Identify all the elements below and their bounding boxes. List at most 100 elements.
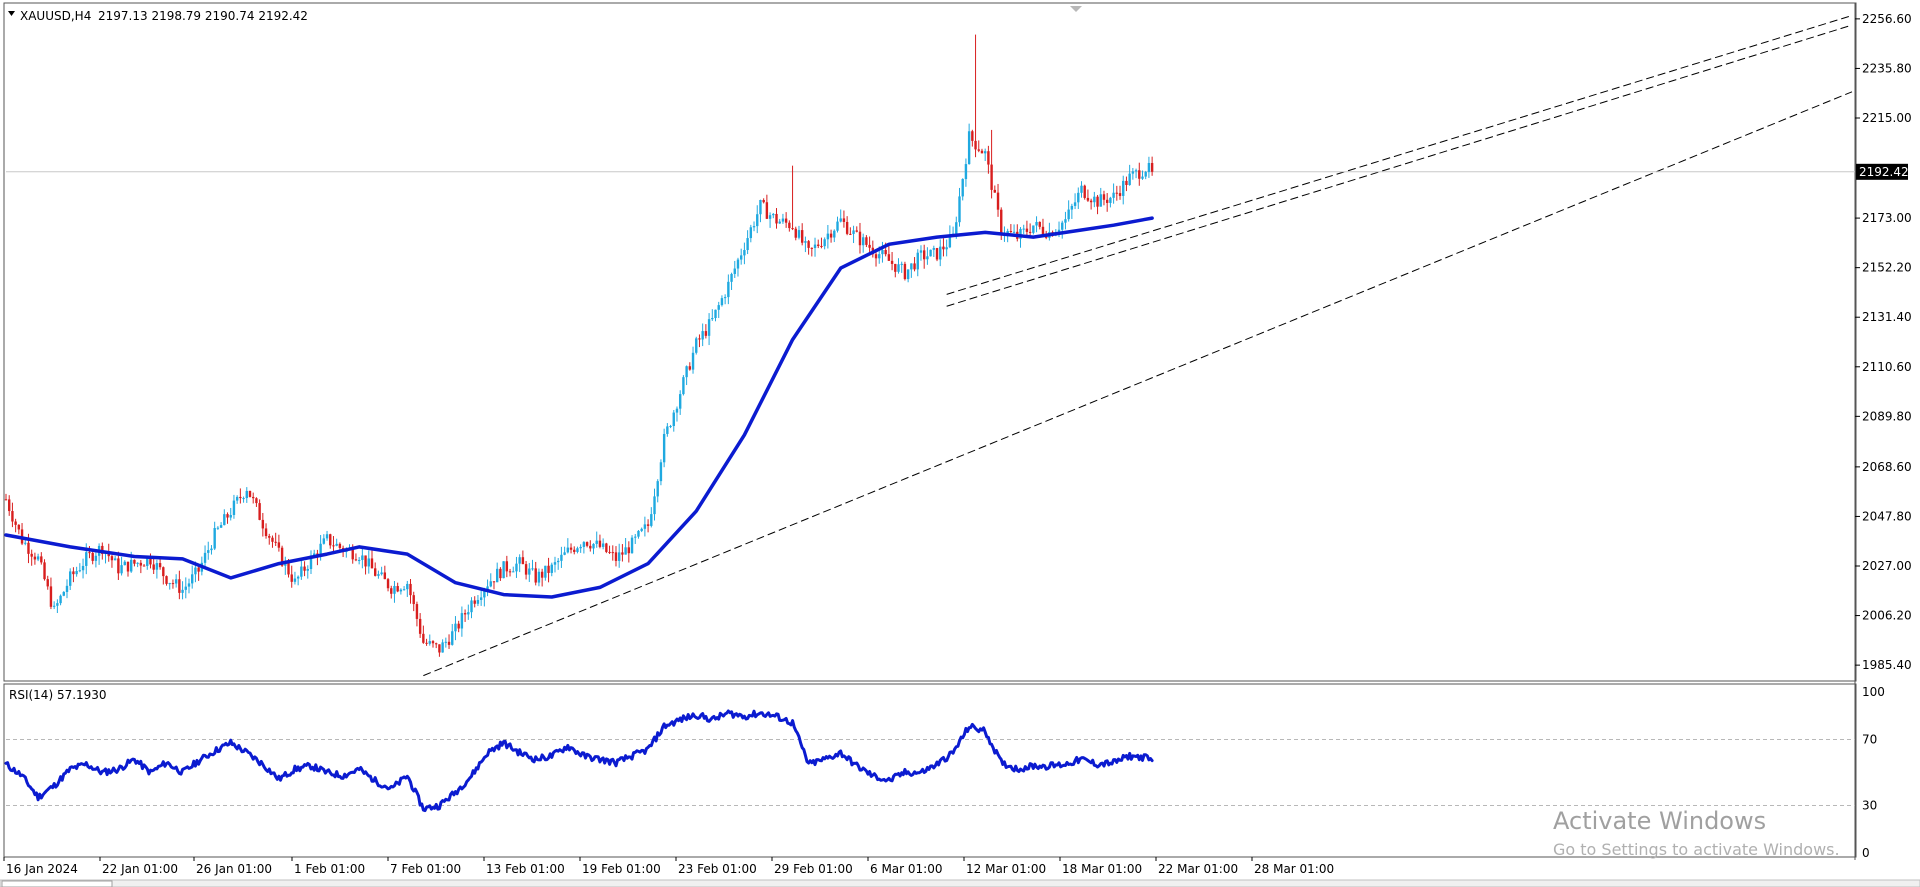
- trend-line[interactable]: [946, 24, 1853, 307]
- candle: [229, 507, 232, 521]
- candle: [402, 586, 406, 591]
- price-scale[interactable]: 2256.60 2235.80 2215.00 2173.00 2152.20 2131.…: [1855, 12, 1912, 672]
- candle: [264, 523, 268, 539]
- candle: [650, 507, 653, 528]
- candle: [582, 541, 586, 554]
- candle: [791, 165, 794, 231]
- candle: [675, 406, 679, 422]
- chart-shift-marker[interactable]: [1070, 6, 1082, 12]
- candle: [560, 546, 563, 568]
- candle: [765, 194, 769, 220]
- candle: [309, 550, 313, 575]
- candle: [197, 566, 200, 581]
- candle: [499, 567, 502, 581]
- candle: [566, 538, 570, 554]
- candle: [820, 237, 823, 249]
- candle: [906, 269, 910, 283]
- candle: [611, 545, 614, 561]
- candle: [534, 561, 537, 586]
- candle: [120, 556, 123, 576]
- candle: [232, 494, 236, 519]
- candle: [62, 591, 65, 597]
- candle: [833, 229, 836, 243]
- candle: [14, 518, 17, 533]
- candle: [958, 187, 961, 227]
- rsi-header: RSI(14) 57.1930: [9, 688, 107, 702]
- candle: [849, 227, 852, 236]
- candle: [804, 236, 807, 253]
- candle: [1089, 198, 1093, 210]
- candle: [422, 625, 425, 644]
- trend-line[interactable]: [423, 91, 1853, 677]
- candle: [518, 554, 521, 573]
- candle: [585, 541, 589, 548]
- candle: [428, 634, 431, 646]
- trend-line[interactable]: [946, 15, 1853, 295]
- candle: [627, 541, 631, 563]
- candle: [364, 555, 367, 575]
- candle: [1109, 196, 1112, 208]
- candle: [168, 582, 171, 590]
- candle: [1028, 223, 1032, 236]
- candle: [1038, 221, 1041, 230]
- candle: [717, 301, 720, 318]
- rsi-scale: 100 70 30 0: [1862, 685, 1885, 860]
- candle: [383, 565, 387, 580]
- rsi-tick-label: 100: [1862, 685, 1885, 699]
- time-scale[interactable]: 16 Jan 2024 22 Jan 01:00 26 Jan 01:00 1 Feb…: [3, 857, 1334, 876]
- candle: [1138, 162, 1141, 186]
- price-tick-label: 2110.60: [1862, 360, 1912, 374]
- candle: [1141, 170, 1144, 180]
- candle: [463, 609, 467, 622]
- candle: [451, 623, 454, 646]
- activate-windows-subtitle: Go to Settings to activate Windows.: [1553, 840, 1840, 859]
- candle: [78, 563, 82, 573]
- candle: [540, 568, 544, 587]
- candle: [40, 552, 43, 565]
- candle: [441, 639, 444, 653]
- candle: [255, 497, 258, 507]
- candle: [123, 560, 126, 566]
- candle: [515, 556, 518, 578]
- candle: [213, 521, 216, 551]
- rsi-tick-label: 30: [1862, 799, 1877, 813]
- candle: [191, 565, 194, 589]
- price-tick-label: 2256.60: [1862, 12, 1912, 26]
- trend-lines[interactable]: [423, 15, 1853, 677]
- candle: [1134, 168, 1138, 179]
- candle: [72, 567, 75, 583]
- candle: [56, 599, 59, 614]
- candle: [11, 502, 14, 528]
- dropdown-triangle-icon[interactable]: [8, 11, 15, 16]
- candle: [595, 531, 598, 548]
- candle: [971, 129, 974, 147]
- price-tick-label: 2173.00: [1862, 211, 1912, 225]
- price-tick-label: 1985.40: [1862, 658, 1912, 672]
- bottom-tab[interactable]: [1, 880, 113, 887]
- candle: [942, 238, 945, 257]
- candle: [723, 294, 727, 305]
- candle: [967, 123, 971, 165]
- main-chart-frame[interactable]: [3, 2, 1857, 682]
- candle: [81, 558, 85, 579]
- candle: [1061, 220, 1064, 239]
- candle: [300, 560, 303, 580]
- candle: [512, 566, 515, 573]
- candle: [842, 210, 846, 228]
- candle: [1112, 183, 1115, 204]
- candle: [1080, 181, 1083, 198]
- candle: [470, 597, 473, 619]
- candle: [939, 239, 942, 267]
- candle: [576, 546, 579, 554]
- candle: [768, 212, 772, 228]
- candle: [662, 428, 666, 468]
- candle: [1022, 224, 1025, 235]
- candle: [1077, 187, 1080, 210]
- moving-average-line: [4, 216, 1154, 599]
- candle: [162, 566, 165, 585]
- price-tick-label: 2006.20: [1862, 609, 1912, 623]
- candle: [1073, 193, 1077, 210]
- bottom-tab-strip[interactable]: [0, 879, 1920, 887]
- candle: [505, 555, 509, 578]
